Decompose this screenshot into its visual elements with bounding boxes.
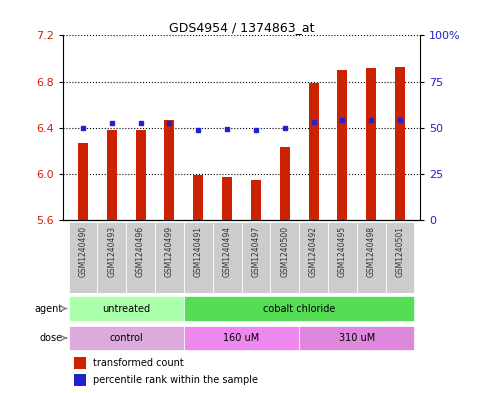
- Text: 310 uM: 310 uM: [339, 333, 375, 343]
- Text: agent: agent: [35, 303, 63, 314]
- Bar: [213, 222, 242, 293]
- Text: GSM1240494: GSM1240494: [223, 226, 231, 277]
- Text: untreated: untreated: [102, 303, 150, 314]
- Bar: [242, 222, 270, 293]
- Bar: [155, 222, 184, 293]
- Bar: [107, 130, 117, 220]
- Bar: [184, 296, 414, 321]
- Text: GSM1240490: GSM1240490: [78, 226, 87, 277]
- Bar: [69, 325, 184, 351]
- Text: GSM1240500: GSM1240500: [280, 226, 289, 277]
- Bar: [193, 175, 203, 220]
- Text: GSM1240496: GSM1240496: [136, 226, 145, 277]
- Bar: [98, 222, 126, 293]
- Text: transformed count: transformed count: [93, 358, 184, 368]
- Bar: [222, 177, 232, 220]
- Bar: [299, 325, 414, 351]
- Text: dose: dose: [40, 333, 63, 343]
- Bar: [136, 130, 146, 220]
- Bar: [366, 68, 376, 220]
- Text: GSM1240497: GSM1240497: [252, 226, 260, 277]
- Bar: [126, 222, 155, 293]
- Text: percentile rank within the sample: percentile rank within the sample: [93, 375, 258, 385]
- Bar: [299, 222, 328, 293]
- Bar: [184, 222, 213, 293]
- Title: GDS4954 / 1374863_at: GDS4954 / 1374863_at: [169, 21, 314, 34]
- Text: GSM1240495: GSM1240495: [338, 226, 347, 277]
- Bar: [328, 222, 357, 293]
- Bar: [280, 147, 290, 220]
- Bar: [395, 66, 405, 220]
- Text: control: control: [109, 333, 143, 343]
- Text: GSM1240499: GSM1240499: [165, 226, 174, 277]
- Bar: [385, 222, 414, 293]
- Bar: [251, 180, 261, 220]
- Bar: [357, 222, 385, 293]
- Bar: [309, 83, 319, 220]
- Text: GSM1240493: GSM1240493: [107, 226, 116, 277]
- Bar: [78, 143, 88, 220]
- Bar: [164, 119, 174, 220]
- Bar: [184, 325, 299, 351]
- Text: cobalt chloride: cobalt chloride: [263, 303, 335, 314]
- Bar: [270, 222, 299, 293]
- Text: GSM1240491: GSM1240491: [194, 226, 203, 277]
- Bar: [337, 70, 347, 220]
- Text: GSM1240498: GSM1240498: [367, 226, 376, 277]
- Bar: [73, 374, 86, 386]
- Text: 160 uM: 160 uM: [223, 333, 260, 343]
- Bar: [69, 296, 184, 321]
- Text: GSM1240501: GSM1240501: [396, 226, 405, 277]
- Bar: [69, 222, 98, 293]
- Text: GSM1240492: GSM1240492: [309, 226, 318, 277]
- Bar: [73, 357, 86, 369]
